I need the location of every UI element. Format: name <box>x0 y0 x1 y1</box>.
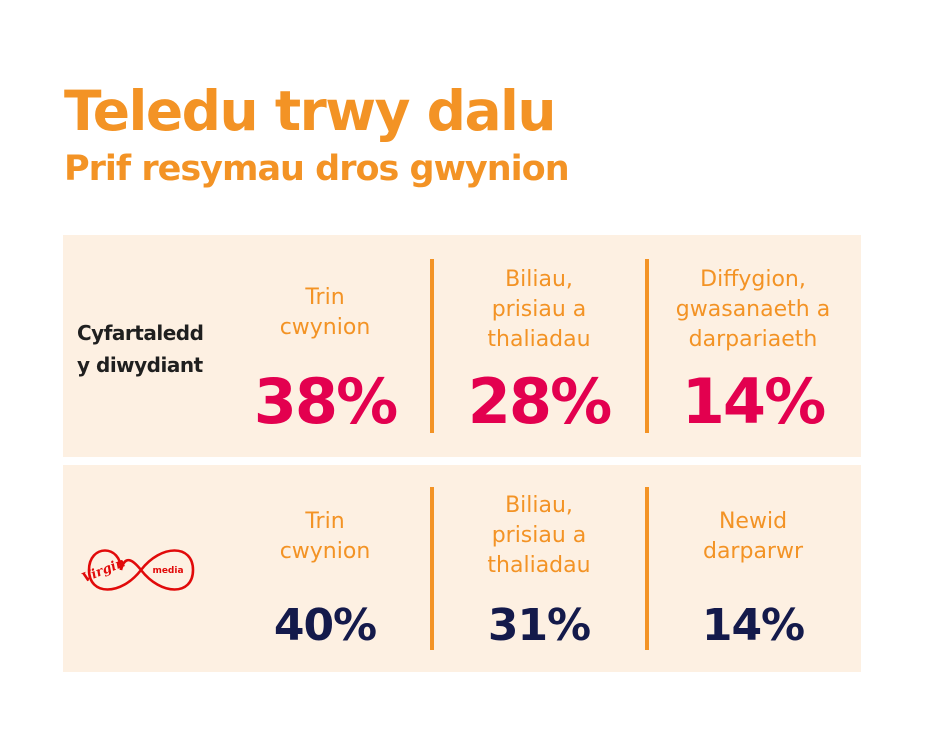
divider <box>430 487 434 650</box>
virgin-media-panel: Virgin media Trin cwynion 40% Biliau, pr… <box>63 465 861 672</box>
industry-reason-2: Biliau, prisiau a thaliadau <box>487 267 591 352</box>
virgin-reason-3: Newid darparwr <box>702 509 804 564</box>
industry-average-label: Cyfartaledd y diwydiant <box>77 321 204 377</box>
industry-percent-1: 38% <box>253 365 398 438</box>
virgin-reason-1: Trin cwynion <box>279 509 371 564</box>
industry-reason-1: Trin cwynion <box>279 285 371 340</box>
virgin-percent-1: 40% <box>273 600 377 651</box>
virgin-percent-2: 31% <box>487 600 591 651</box>
logo-word-media: media <box>152 566 183 576</box>
page-title: Teledu trwy dalu <box>64 79 557 143</box>
industry-percent-2: 28% <box>467 365 612 438</box>
virgin-media-logo: Virgin media <box>81 549 195 591</box>
page-subtitle: Prif resymau dros gwynion <box>64 149 570 189</box>
logo-infinity-loop <box>87 549 195 591</box>
logo-word-virgin: Virgin <box>81 555 127 586</box>
virgin-reason-2: Biliau, prisiau a thaliadau <box>487 493 591 578</box>
industry-reason-3: Diffygion, gwasanaeth a darpariaeth <box>675 267 831 352</box>
virgin-percent-3: 14% <box>701 600 805 651</box>
divider <box>430 259 434 433</box>
industry-average-panel: Cyfartaledd y diwydiant Trin cwynion 38%… <box>63 235 861 457</box>
divider <box>645 259 649 433</box>
industry-percent-3: 14% <box>681 365 826 438</box>
divider <box>645 487 649 650</box>
